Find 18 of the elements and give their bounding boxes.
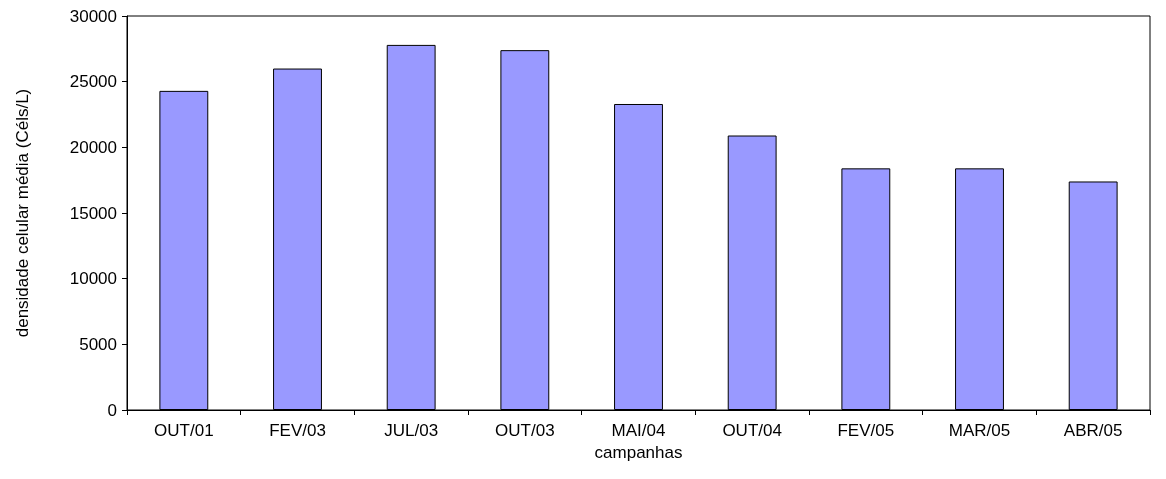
x-tick-label: JUL/03 (384, 421, 439, 440)
y-tick-label: 5000 (79, 334, 117, 354)
y-tick-label: 10000 (69, 269, 117, 289)
y-tick-label: 20000 (69, 137, 117, 157)
x-tick-label: FEV/05 (837, 421, 895, 440)
y-tick-label: 30000 (69, 6, 117, 26)
x-tick-label: OUT/01 (154, 421, 214, 440)
x-tick-label: MAI/04 (611, 421, 666, 440)
y-tick-label: 0 (107, 400, 117, 420)
x-tick-label: ABR/05 (1063, 421, 1123, 440)
y-tick-label: 15000 (69, 203, 117, 223)
y-axis-title: densidade celular média (Céls/L) (13, 88, 32, 338)
x-tick-label: FEV/03 (269, 421, 326, 440)
y-tick-label: 25000 (69, 72, 117, 92)
x-tick-label: OUT/04 (722, 421, 782, 440)
x-tick-label: OUT/03 (495, 421, 555, 440)
x-axis-title: campanhas (594, 443, 683, 462)
x-tick-label: MAR/05 (948, 421, 1011, 440)
